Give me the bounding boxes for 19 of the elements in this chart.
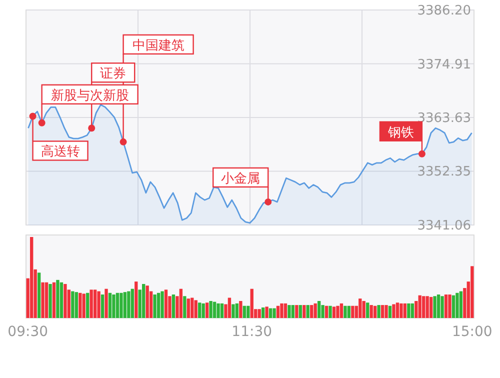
y-tick-label: 3352.35	[417, 164, 471, 180]
annotation: 钢铁	[386, 125, 414, 140]
x-tick-label: 11:30	[232, 324, 272, 340]
y-tick-label: 3386.20	[417, 4, 471, 18]
annotation: 高送转	[32, 140, 88, 161]
y-tick-label: 3374.91	[417, 57, 471, 72]
annotation: 小金属	[212, 167, 269, 188]
annotation: 小金属	[221, 171, 260, 186]
annotation: 新股与次新股	[41, 84, 138, 104]
x-tick-label: 15:00	[452, 324, 492, 340]
x-tick-label: 09:30	[8, 324, 48, 340]
annotation: 中国建筑	[122, 34, 194, 55]
annotation: 证券	[91, 62, 136, 83]
annotation: 新股与次新股	[50, 88, 129, 104]
annotation: 高送转	[40, 144, 80, 160]
annotation: 证券	[100, 66, 126, 82]
annotation: 中国建筑	[132, 38, 184, 54]
y-tick-label: 3341.06	[417, 218, 471, 234]
annotation: 钢铁	[379, 121, 423, 142]
